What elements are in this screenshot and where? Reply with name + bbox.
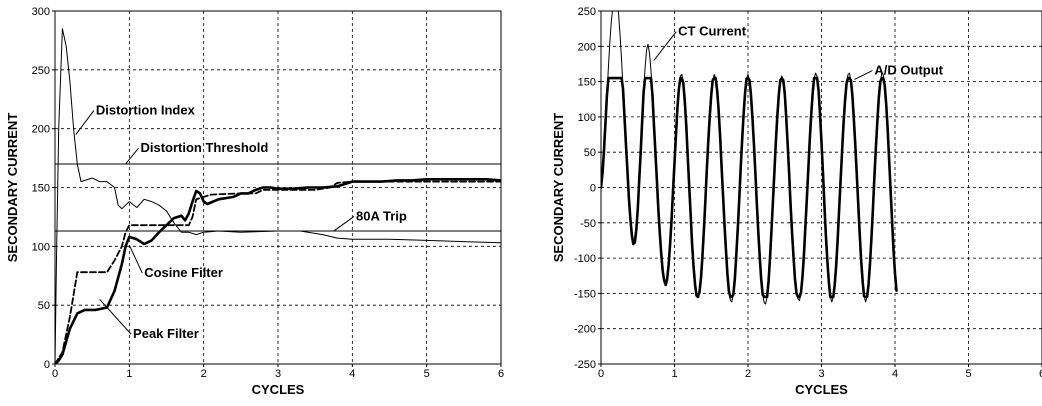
- y-tick-label: 50: [38, 300, 50, 312]
- series-a-d-output: [601, 76, 898, 299]
- annotation-label: Peak Filter: [133, 326, 199, 341]
- y-tick-label: -150: [574, 288, 596, 300]
- annotation-leader: [653, 31, 677, 61]
- y-tick-label: -250: [574, 359, 596, 371]
- x-tick-label: 5: [424, 368, 430, 380]
- annotation-label: Distortion Threshold: [140, 140, 268, 155]
- annotation-leader: [854, 70, 873, 80]
- x-tick-label: 6: [1039, 368, 1042, 380]
- x-tick-label: 4: [892, 368, 898, 380]
- annotation-label: 80A Trip: [356, 208, 407, 223]
- y-tick-label: 300: [32, 6, 50, 18]
- annotation-label: A/D Output: [874, 63, 943, 78]
- annotation-leader: [75, 110, 95, 135]
- x-tick-label: 4: [349, 368, 355, 380]
- y-tick-label: 150: [578, 77, 596, 89]
- x-tick-label: 1: [671, 368, 677, 380]
- annotation-leader: [99, 298, 132, 335]
- x-axis-label: CYCLES: [252, 382, 305, 397]
- series-peak-filter: [55, 180, 501, 364]
- chart-right: 0 1 2 3 4 5 6 -250 -200 -150 -100 -50 0 50 100 150 200 25…: [551, 6, 1042, 397]
- annotation-leader: [333, 216, 355, 232]
- series-group: [55, 28, 501, 364]
- annotation-label: Cosine Filter: [144, 265, 223, 280]
- y-tick-label: 0: [44, 359, 50, 371]
- y-tick-label: 150: [32, 183, 50, 195]
- chart-left: 0 1 2 3 4 5 6 0 50 100 150 200 250 300 CYCLES SECONDARY…: [5, 6, 504, 397]
- series-group: [601, 11, 898, 305]
- annotation-leader: [125, 147, 139, 165]
- x-tick-label: 6: [498, 368, 504, 380]
- y-tick-label: 250: [578, 6, 596, 18]
- x-tick-label: 0: [598, 368, 604, 380]
- y-tick-label: 100: [32, 241, 50, 253]
- y-axis-label: SECONDARY CURRENT: [551, 113, 566, 263]
- x-tick-label: 2: [745, 368, 751, 380]
- y-tick-label: 250: [32, 65, 50, 77]
- y-tick-label: -100: [574, 253, 596, 265]
- x-tick-label: 3: [275, 368, 281, 380]
- grid: [601, 11, 1042, 364]
- y-tick-label: 200: [32, 124, 50, 136]
- annotation-label: CT Current: [678, 24, 747, 39]
- y-tick-label: -200: [574, 324, 596, 336]
- y-axis-label: SECONDARY CURRENT: [5, 113, 20, 263]
- y-tick-label: 0: [590, 183, 596, 195]
- x-tick-label: 0: [52, 368, 58, 380]
- annotation-leader: [128, 244, 143, 274]
- x-tick-label: 2: [201, 368, 207, 380]
- series-distortion-index: [55, 28, 501, 364]
- y-tick-label: 100: [578, 112, 596, 124]
- y-tick-label: -50: [580, 218, 596, 230]
- y-tick-label: 50: [584, 147, 596, 159]
- x-tick-label: 5: [965, 368, 971, 380]
- x-tick-label: 3: [818, 368, 824, 380]
- annotation-label: Distortion Index: [96, 103, 196, 118]
- x-axis-label: CYCLES: [795, 382, 848, 397]
- y-tick-label: 200: [578, 41, 596, 53]
- x-tick-label: 1: [126, 368, 132, 380]
